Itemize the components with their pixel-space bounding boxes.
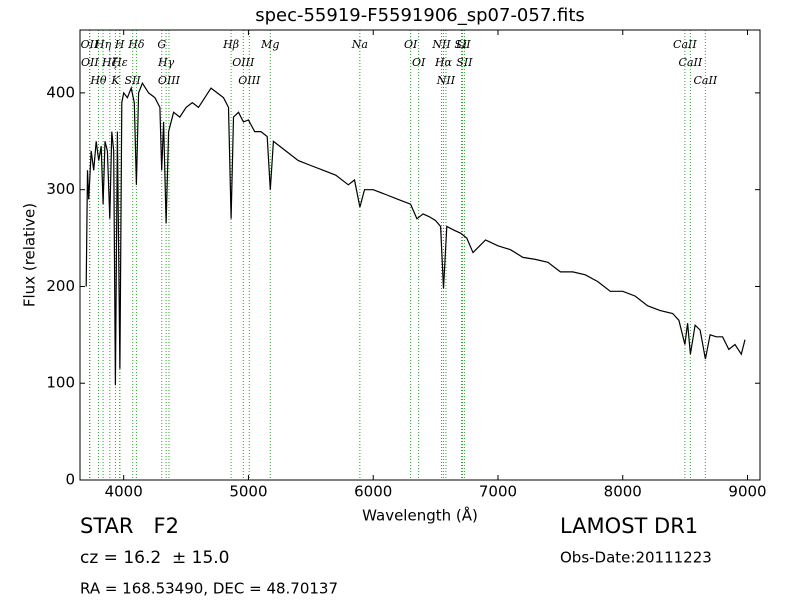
spectral-line-label: Hη bbox=[94, 38, 112, 51]
plot-frame bbox=[79, 29, 761, 481]
y-tick-label: 400 bbox=[46, 83, 75, 101]
x-tick-label: 4000 bbox=[105, 483, 143, 501]
y-tick-label: 0 bbox=[65, 471, 75, 489]
spectral-line-label: SII bbox=[125, 74, 142, 87]
spectral-line-label: OIII bbox=[232, 56, 255, 69]
object-class: STAR F2 bbox=[80, 514, 179, 538]
spectral-line-label: OI bbox=[412, 56, 426, 69]
spectral-line-label: SII bbox=[456, 56, 473, 69]
spectral-line-label: H bbox=[114, 38, 125, 51]
x-axis-label: Wavelength (Å) bbox=[362, 506, 478, 525]
x-tick-label: 5000 bbox=[229, 483, 267, 501]
spectral-line-label: OII bbox=[81, 56, 99, 69]
chart-title: spec-55919-F5591906_sp07-057.fits bbox=[255, 5, 585, 26]
spectral-line-label: K bbox=[110, 74, 120, 87]
y-axis-label: Flux (relative) bbox=[21, 203, 39, 307]
spectral-line-label: OIII bbox=[158, 74, 181, 87]
y-tick-label: 300 bbox=[46, 180, 75, 198]
survey: LAMOST DR1 bbox=[560, 514, 698, 538]
coordinates: RA = 168.53490, DEC = 48.70137 bbox=[80, 580, 338, 598]
spectral-line-label: Hβ bbox=[222, 38, 239, 51]
redshift: cz = 16.2 ± 15.0 bbox=[80, 548, 229, 568]
spectral-line-label: Hα bbox=[434, 56, 453, 69]
spectral-line-label: OII bbox=[81, 38, 99, 51]
spectral-line-label: Hδ bbox=[127, 38, 145, 51]
y-tick-label: 100 bbox=[46, 374, 75, 392]
spectral-line-label: OI bbox=[404, 38, 418, 51]
spectral-line-label: CaII bbox=[673, 38, 697, 51]
y-tick-label: 200 bbox=[46, 277, 75, 295]
spectral-line-label: Li bbox=[455, 38, 467, 51]
spectral-line-label: NII bbox=[436, 74, 456, 87]
spectral-line-label: OIII bbox=[238, 74, 261, 87]
x-tick-label: 6000 bbox=[354, 483, 392, 501]
obs-date: Obs-Date:20111223 bbox=[560, 549, 712, 567]
spectral-line-label: Na bbox=[351, 38, 368, 51]
spectral-line-label: Hγ bbox=[157, 56, 175, 69]
spectral-line-label: Hθ bbox=[89, 74, 107, 87]
spectral-line-label: SII bbox=[454, 38, 471, 51]
spectral-line-label: CaII bbox=[694, 74, 718, 87]
spectrum-line bbox=[85, 81, 746, 386]
spectral-line-label: Mg bbox=[260, 38, 279, 51]
x-tick-label: 8000 bbox=[604, 483, 642, 501]
spectral-line-label: Hε bbox=[111, 56, 128, 69]
x-tick-label: 7000 bbox=[479, 483, 517, 501]
spectral-line-label: Hζ bbox=[101, 56, 119, 69]
x-tick-label: 9000 bbox=[728, 483, 766, 501]
spectral-line-label: NII bbox=[431, 38, 451, 51]
spectral-line-label: CaII bbox=[679, 56, 703, 69]
spectral-line-label: G bbox=[157, 38, 166, 51]
